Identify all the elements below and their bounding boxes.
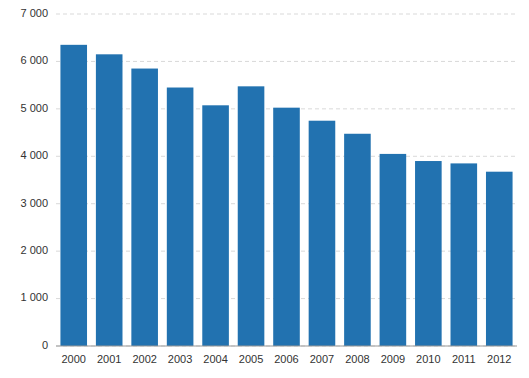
x-tick-label: 2012: [487, 353, 511, 365]
x-tick-label: 2000: [61, 353, 85, 365]
chart-container: 0 1 000 2 000 3 000 4 000 5 000 6 000 7 000 2000…: [0, 0, 529, 378]
x-tick-label: 2008: [345, 353, 369, 365]
x-tick-label: 2003: [168, 353, 192, 365]
bar: [202, 105, 229, 346]
x-tick-label: 2002: [132, 353, 156, 365]
x-tick-label: 2007: [310, 353, 334, 365]
bar: [344, 134, 371, 346]
y-tick-label: 3 000: [20, 197, 48, 209]
grid-line: [56, 14, 517, 15]
y-tick-label: 0: [42, 339, 48, 351]
grid: [56, 14, 517, 346]
x-tick-labels: 2000 2001 2002 2003 2004 2005 2006 2007 2008 2009…: [61, 353, 511, 365]
x-tick-label: 2010: [416, 353, 440, 365]
y-tick-label: 4 000: [20, 149, 48, 161]
bar: [167, 88, 194, 346]
x-axis-line: [56, 346, 517, 347]
y-tick-label: 2 000: [20, 244, 48, 256]
bar: [486, 172, 513, 346]
bar: [309, 121, 336, 346]
bar: [131, 69, 158, 346]
chart: 0 1 000 2 000 3 000 4 000 5 000 6 000 7 000 2000…: [0, 0, 529, 378]
bar: [60, 45, 87, 346]
y-tick-label: 7 000: [20, 7, 48, 19]
x-tick-label: 2006: [274, 353, 298, 365]
bar: [238, 86, 265, 346]
y-tick-label: 5 000: [20, 102, 48, 114]
y-tick-label: 1 000: [20, 291, 48, 303]
y-tick-label: 6 000: [20, 54, 48, 66]
x-tick-label: 2005: [239, 353, 263, 365]
x-tick-label: 2004: [203, 353, 227, 365]
bar: [273, 108, 300, 346]
bar: [415, 161, 442, 346]
bars: [60, 45, 512, 346]
x-tick-label: 2009: [381, 353, 405, 365]
bar: [451, 163, 478, 346]
grid-line: [56, 61, 517, 62]
y-tick-labels: 0 1 000 2 000 3 000 4 000 5 000 6 000 7 000: [20, 7, 48, 351]
grid-line: [56, 346, 517, 347]
x-tick-label: 2001: [97, 353, 121, 365]
x-tick-label: 2011: [452, 353, 476, 365]
bar: [96, 54, 123, 346]
bar: [380, 154, 407, 346]
